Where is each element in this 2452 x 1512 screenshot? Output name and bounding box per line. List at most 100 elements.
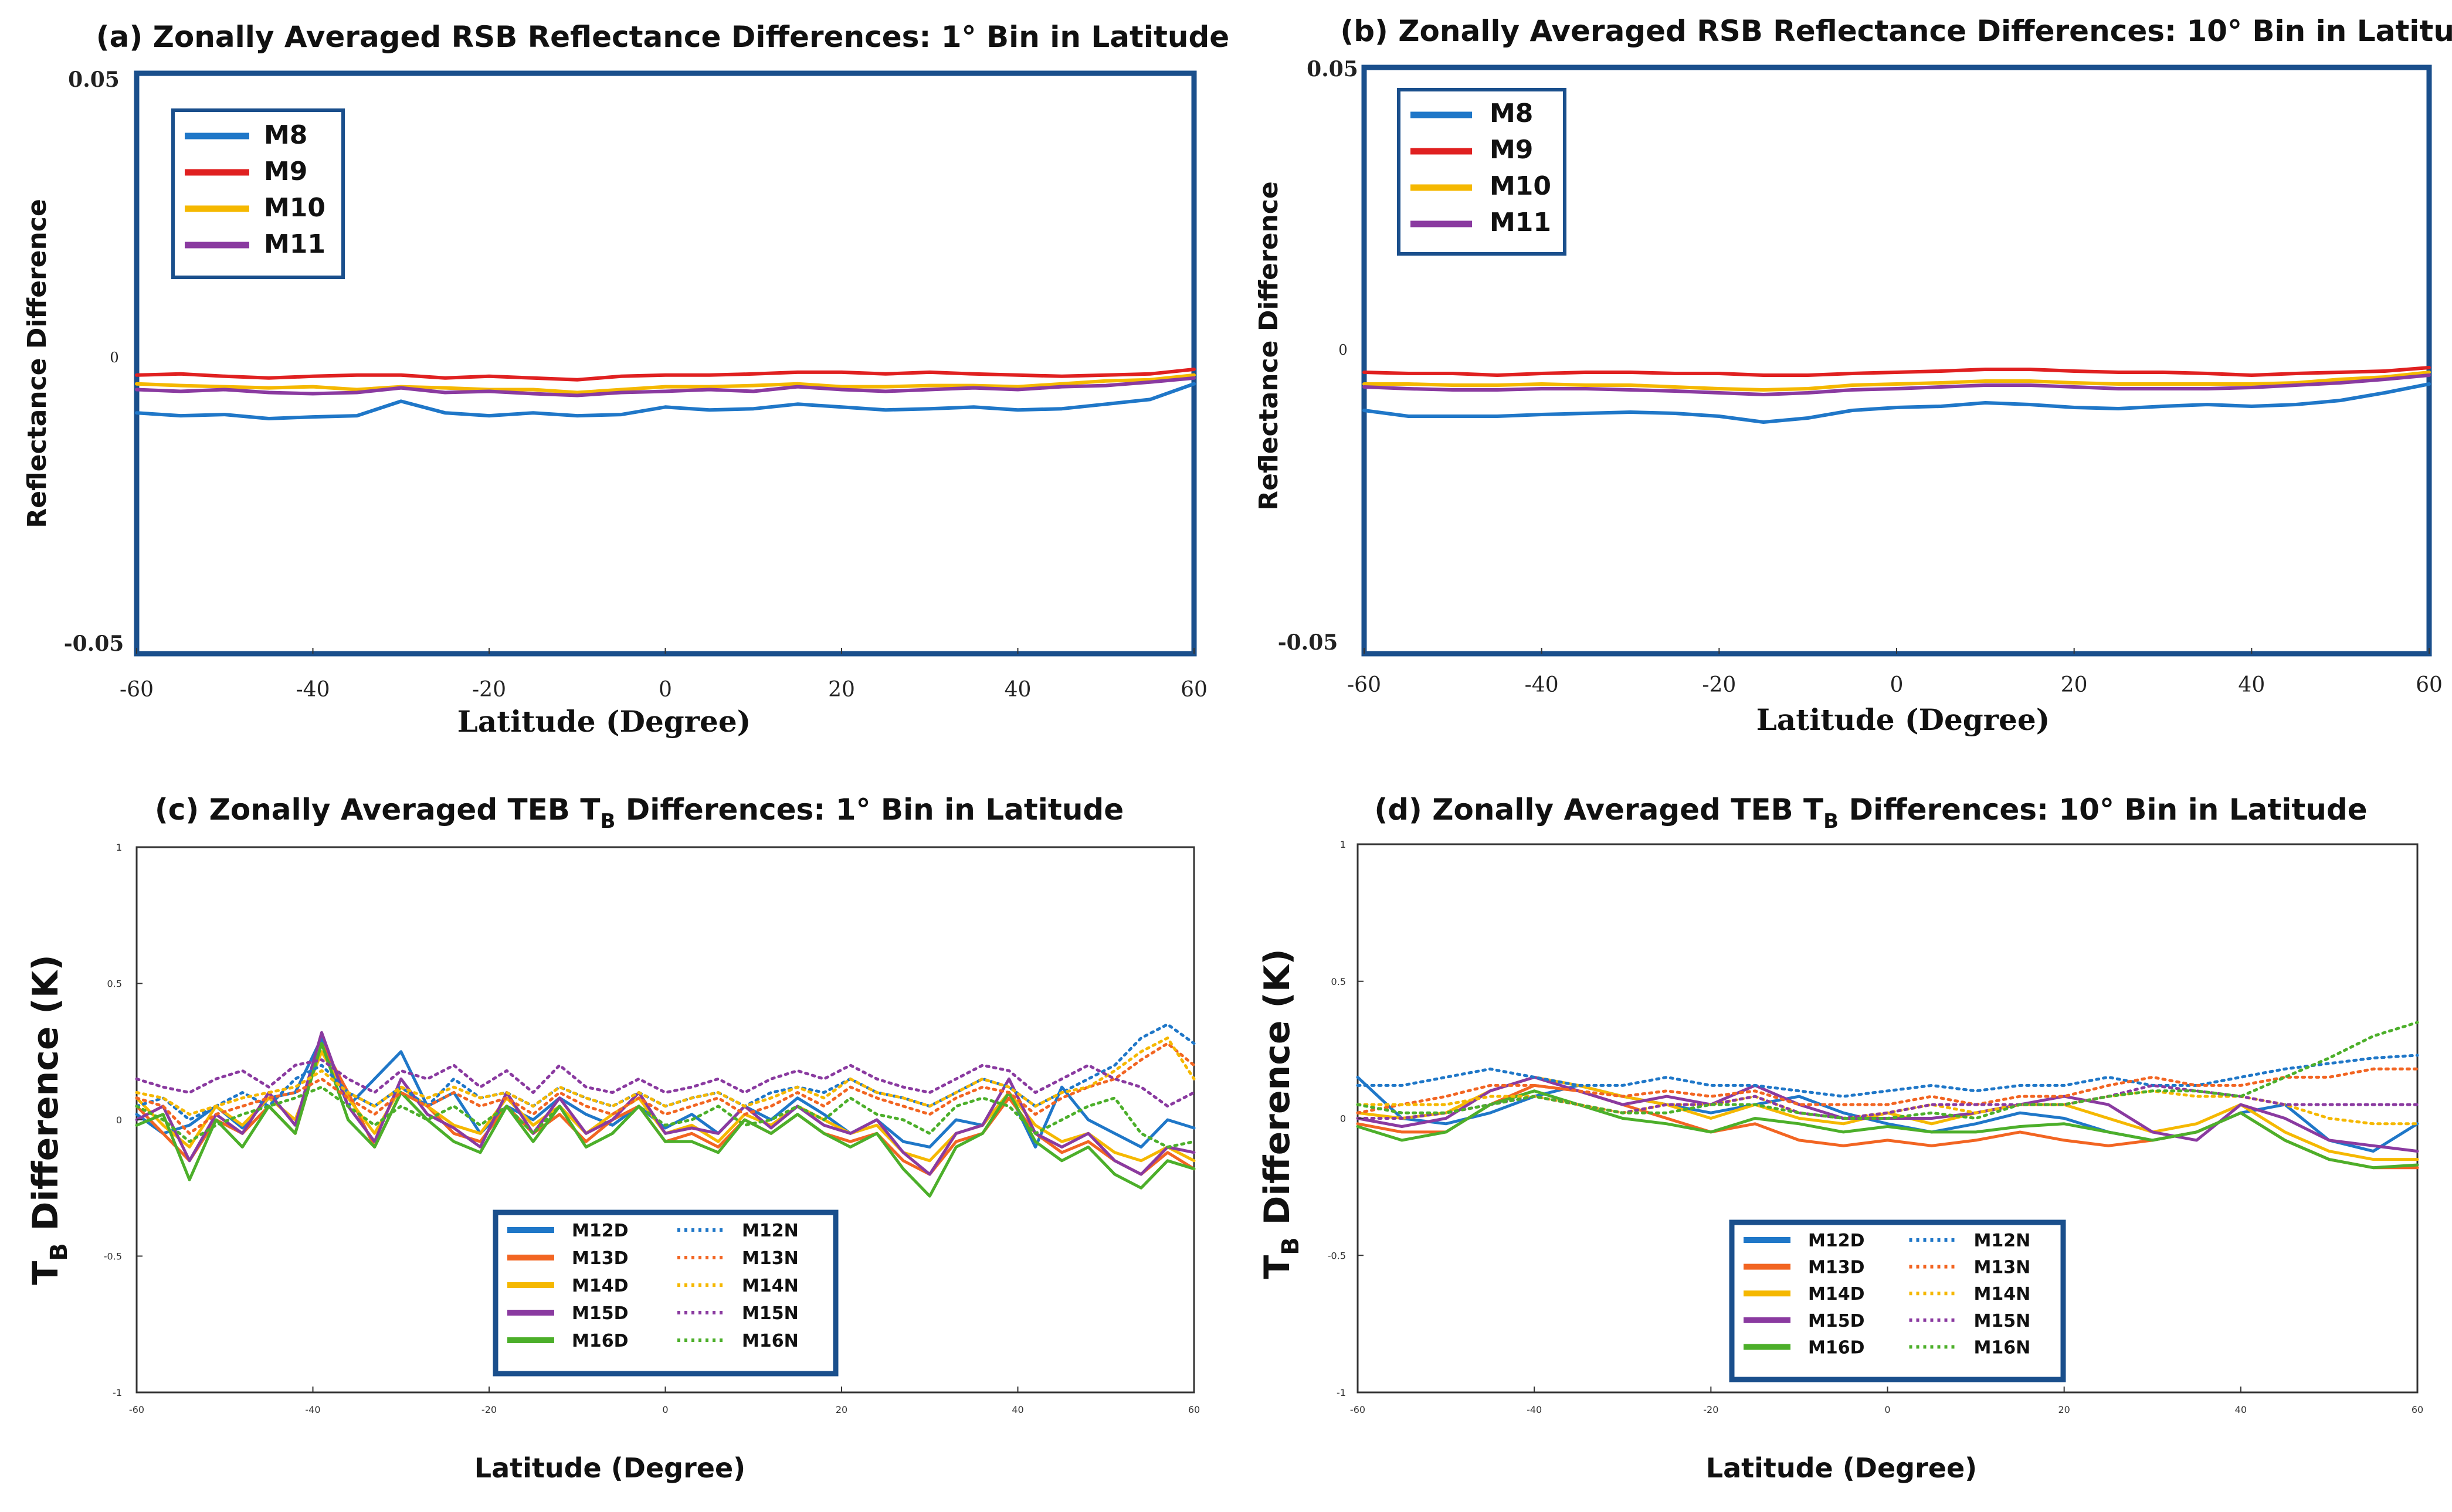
panel-a-title: (a) Zonally Averaged RSB Reflectance Dif… <box>96 20 1229 54</box>
x-tick-label: 60 <box>1188 1404 1200 1415</box>
legend-box <box>1729 1219 2066 1382</box>
y-tick-label: 0 <box>116 1115 122 1126</box>
panel-c-ylabel-sub: B <box>46 1243 73 1261</box>
x-tick-label: -40 <box>305 1404 320 1415</box>
legend-label-m16d: M16D <box>1808 1337 1865 1358</box>
legend-a-m11-label: M11 <box>264 229 325 259</box>
legend-a-m9-label: M9 <box>264 157 307 186</box>
panel-b-legend: M8 M9 M10 M11 <box>1397 88 1566 256</box>
panel-c-title-sub: B <box>600 810 615 833</box>
legend-label-m14d: M14D <box>572 1276 629 1296</box>
x-tick-label: 20 <box>836 1404 847 1415</box>
panel-b-xticks: -60 -40 -20 0 20 40 60 <box>1347 648 2443 697</box>
panel-d-ylabel-main: T <box>1257 1255 1298 1279</box>
x-tick-label: -20 <box>1703 1404 1718 1415</box>
y-tick-label: 1 <box>116 842 122 853</box>
panel-c-ylabel: TB Difference (K) <box>25 954 73 1285</box>
panel-b: (b) Zonally Averaged RSB Reflectance Dif… <box>1254 14 2452 737</box>
legend-b-m11-label: M11 <box>1490 208 1551 237</box>
x-tick-label: 60 <box>2416 673 2443 697</box>
panel-d-ylabel: TB Difference (K) <box>1257 949 1304 1279</box>
panel-b-xlabel: Latitude (Degree) <box>1756 702 2050 737</box>
series-line-m13n <box>1356 1067 2419 1115</box>
legend-label-m16d: M16D <box>572 1331 629 1351</box>
y-tick-label: 0.5 <box>107 978 122 990</box>
legend-label-m15n: M15N <box>742 1303 799 1324</box>
panel-b-title: (b) Zonally Averaged RSB Reflectance Dif… <box>1340 14 2452 48</box>
legend-label-m14n: M14N <box>742 1276 799 1296</box>
legend-a-m8-label: M8 <box>264 120 307 150</box>
x-tick-label: 0 <box>662 1404 668 1415</box>
legend-box <box>493 1209 839 1377</box>
panel-d: (d) Zonally Averaged TEB TB Differences:… <box>1257 793 2423 1484</box>
x-tick-label: 20 <box>828 678 855 702</box>
panel-c-yticks: -1 -0.5 0 0.5 1 <box>104 842 143 1398</box>
legend-b-m10-label: M10 <box>1490 171 1551 201</box>
panel-d-title-sub: B <box>1823 810 1839 833</box>
x-tick-label: -20 <box>1702 673 1736 697</box>
panel-b-ylabel: Reflectance Difference <box>1254 181 1284 510</box>
x-tick-label: -60 <box>120 678 154 702</box>
panel-a-ylabel: Reflectance Difference <box>22 199 52 528</box>
panel-a-ytick-mid: 0 <box>110 349 118 366</box>
legend-label-m12d: M12D <box>572 1221 629 1241</box>
x-tick-label: -40 <box>296 678 330 702</box>
legend-label-m14d: M14D <box>1808 1284 1865 1304</box>
panel-d-legend: M12D M13D M14D M15D M16D M12N M13N M14N M15N M16N <box>1729 1219 2066 1382</box>
x-tick-label: 40 <box>2235 1404 2247 1415</box>
y-tick-label: -0.5 <box>104 1251 122 1262</box>
panel-c-xlabel: Latitude (Degree) <box>474 1452 745 1484</box>
series-line-m9 <box>135 367 1196 382</box>
legend-label-m13n: M13N <box>1974 1258 2031 1278</box>
series-line-m11 <box>1362 373 2431 396</box>
series-line-m9 <box>1362 366 2431 377</box>
y-tick-label: 1 <box>1340 839 1346 850</box>
panel-c-title-main: (c) Zonally Averaged TEB T <box>155 793 601 827</box>
series-line-m13d <box>135 1042 1196 1176</box>
series-line-m10 <box>135 373 1196 395</box>
panel-a-plot <box>135 367 1196 420</box>
panel-c-title-rest: Differences: 1° Bin in Latitude <box>615 793 1124 827</box>
legend-b-m8-label: M8 <box>1490 98 1533 128</box>
panel-d-title-main: (d) Zonally Averaged TEB T <box>1374 793 1823 827</box>
panel-d-title: (d) Zonally Averaged TEB TB Differences:… <box>1374 793 2367 833</box>
legend-label-m16n: M16N <box>742 1331 799 1351</box>
legend-a-m10-label: M10 <box>264 193 325 223</box>
panel-a: (a) Zonally Averaged RSB Reflectance Dif… <box>22 20 1229 739</box>
panel-c-ylabel-rest: Difference (K) <box>25 954 66 1243</box>
panel-a-xlabel: Latitude (Degree) <box>457 704 751 739</box>
series-line-m8 <box>1362 382 2431 424</box>
series-line-m16n <box>135 1085 1196 1149</box>
panel-c-ylabel-main: T <box>25 1261 66 1285</box>
x-tick-label: -40 <box>1525 673 1559 697</box>
x-tick-label: 0 <box>659 678 672 702</box>
x-tick-label: -20 <box>472 678 506 702</box>
panel-c: (c) Zonally Averaged TEB TB Differences:… <box>25 793 1200 1484</box>
series-line-m15d <box>135 1031 1196 1176</box>
panel-d-yticks: -1 -0.5 0 0.5 1 <box>1328 839 1364 1398</box>
x-tick-label: 60 <box>1181 678 1208 702</box>
panel-b-ytick-top: 0.05 <box>1307 57 1358 81</box>
legend-label-m16n: M16N <box>1974 1337 2031 1358</box>
legend-label-m13d: M13D <box>572 1248 629 1269</box>
series-line-m13n <box>135 1042 1196 1135</box>
legend-label-m13n: M13N <box>742 1248 799 1269</box>
panel-a-xticks: -60 -40 -20 0 20 40 60 <box>120 648 1208 702</box>
x-tick-label: -60 <box>1347 673 1381 697</box>
x-tick-label: -40 <box>1527 1404 1542 1415</box>
legend-label-m15d: M15D <box>1808 1311 1865 1331</box>
legend-b-m9-label: M9 <box>1490 135 1533 165</box>
y-tick-label: -1 <box>113 1387 122 1398</box>
panel-c-xticks: -60 -40 -20 0 20 40 60 <box>129 1387 1200 1415</box>
panel-d-title-rest: Differences: 10° Bin in Latitude <box>1839 793 2368 827</box>
panel-d-xticks: -60 -40 -20 0 20 40 60 <box>1350 1387 2423 1415</box>
y-tick-label: -0.5 <box>1328 1250 1346 1261</box>
x-tick-label: 20 <box>2061 673 2088 697</box>
panel-a-ytick-top: 0.05 <box>68 67 120 92</box>
x-tick-label: 0 <box>1890 673 1904 697</box>
legend-label-m12n: M12N <box>1974 1231 2031 1251</box>
panel-a-ytick-bottom: -0.05 <box>64 631 124 656</box>
y-tick-label: -1 <box>1337 1387 1346 1398</box>
panel-d-plot <box>1356 1021 2419 1170</box>
